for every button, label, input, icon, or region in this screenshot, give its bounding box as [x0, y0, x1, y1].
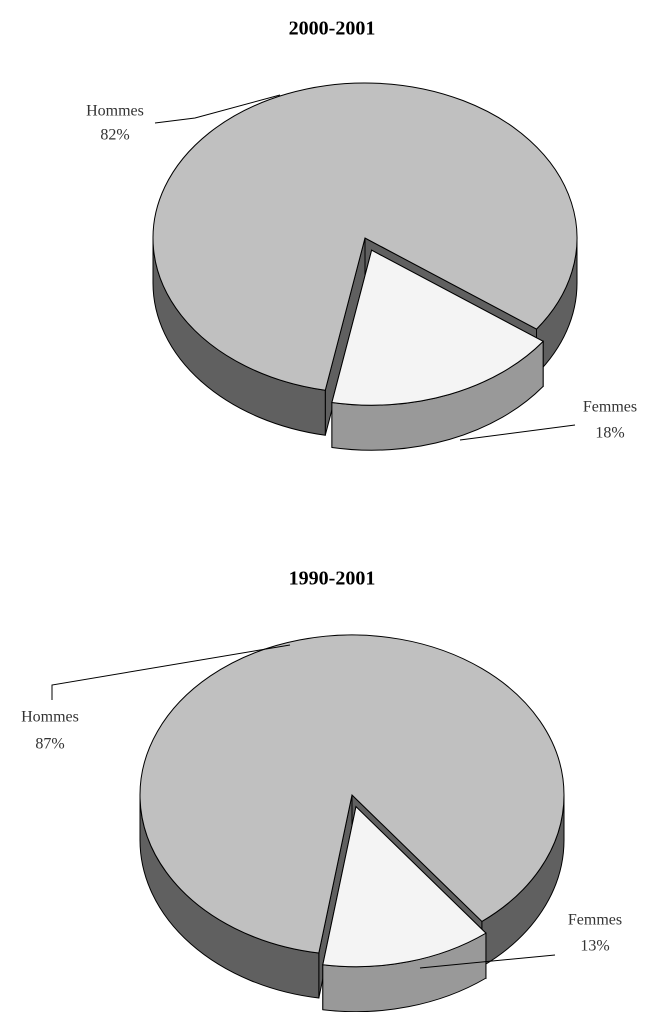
chart-title: 2000-2001 [289, 18, 376, 40]
leader-line [154, 94, 281, 124]
pie-slice [331, 249, 544, 406]
pie-slice [322, 805, 487, 968]
slice-value-label: 87% [35, 736, 64, 753]
leader-line [419, 954, 556, 969]
slice-label: Hommes [86, 103, 144, 120]
slice-value-label: 13% [580, 938, 609, 955]
pie-slice [152, 82, 578, 391]
chart-title: 1990-2001 [289, 568, 376, 590]
slice-label: Femmes [568, 912, 622, 929]
pie-slice [139, 634, 565, 954]
leader-line [51, 644, 291, 700]
slice-label: Femmes [583, 399, 637, 416]
slice-value-label: 82% [100, 127, 129, 144]
slice-value-label: 18% [595, 425, 624, 442]
slice-label: Hommes [21, 709, 79, 726]
leader-line [459, 424, 576, 441]
